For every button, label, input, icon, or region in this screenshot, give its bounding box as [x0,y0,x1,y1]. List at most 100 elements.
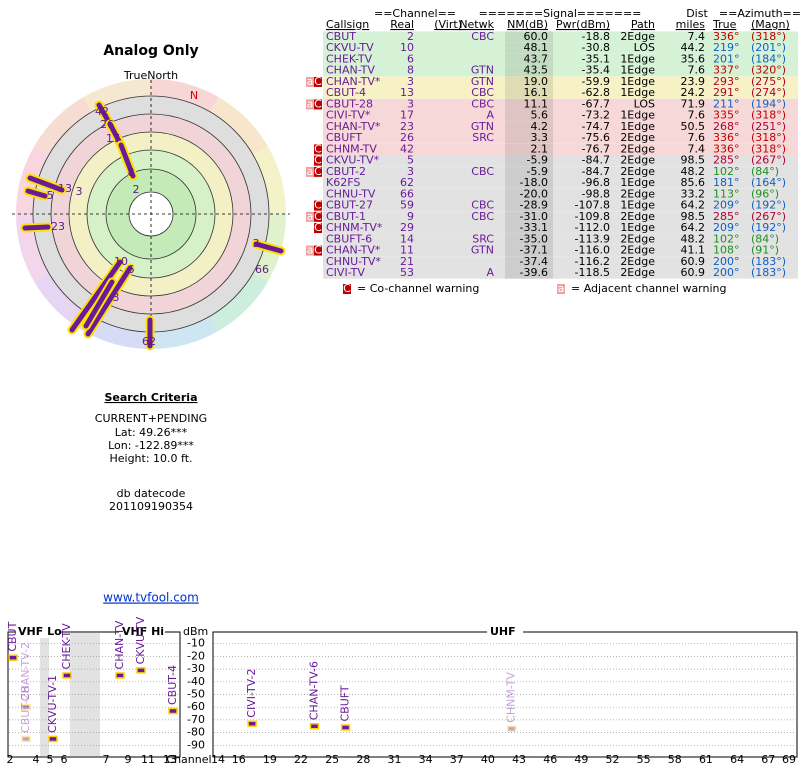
legend-box [557,284,565,294]
table-cell: 29 [400,221,414,234]
table-cell: -59.9 [582,75,610,88]
x-tick-label: 28 [356,753,370,766]
table-cell: -112.0 [575,221,610,234]
table-cell: -62.8 [582,86,610,99]
group-header: Dist [686,7,708,20]
table-cell: GTN [471,244,494,257]
table-cell: 293° [713,75,740,88]
nm-column-shade [505,177,553,189]
warning-box [314,155,322,166]
table-cell: 1Edge [620,52,655,65]
table-cell: 211° [713,97,740,110]
table-cell: -109.8 [575,210,610,223]
station-label: 3 [113,291,120,304]
station-name: CHAN-TV [113,620,126,669]
x-tick-label: 58 [668,753,682,766]
table-cell: -74.7 [582,120,610,133]
table-cell: 66 [400,187,414,200]
table-cell: CBC [471,86,494,99]
table-cell: 43.5 [524,64,549,77]
table-cell: (267°) [751,154,786,167]
spectrum-chart: -10-20-30-40-50-60-70-80-90 dBm VHF Lo VHF … [6,616,798,766]
x-tick-label: 25 [325,753,339,766]
y-tick-label: -70 [187,713,205,726]
table-cell: 50.5 [681,120,706,133]
table-cell: CHAN-TV* [326,75,381,88]
table-cell: (183°) [751,255,786,268]
table-cell: 48.2 [681,232,706,245]
row-background [323,222,798,234]
table-cell: CBUT [326,30,356,43]
table-cell: (267°) [751,210,786,223]
plot-title: Analog Only [103,43,198,59]
datecode: 201109190354 [109,500,193,513]
warning-flag: a [307,244,314,257]
search-line: Lat: 49.26*** [115,426,188,439]
warning-box [314,166,322,177]
table-cell: 2Edge [620,187,655,200]
x-tick-label: 49 [574,753,588,766]
y-tick-label: -90 [187,738,205,751]
site-link[interactable]: www.tvfool.com [103,591,199,605]
signal-marker [21,735,31,743]
search-line: Lon: -122.89*** [108,439,194,452]
warning-flag: a [307,75,314,88]
x-tick-label: 40 [481,753,495,766]
x-tick-label: 19 [263,753,277,766]
table-cell: 2Edge [620,266,655,279]
x-tick-label: 4 [33,753,40,766]
table-cell: (96°) [751,187,779,200]
x-tick-label: 43 [512,753,526,766]
station-name: CHNM-TV [505,671,518,722]
x-tick-label: 2 [7,753,14,766]
station-label: 17 [106,132,120,145]
table-cell: (318°) [751,109,786,122]
signal-marker [48,735,58,743]
table-cell: 5.6 [531,109,549,122]
x-tick-label: 37 [450,753,464,766]
table-cell: 336° [713,142,740,155]
table-cell: (192°) [751,221,786,234]
nm-column-shade [505,155,553,167]
row-background [323,31,798,43]
table-cell: CHEK-TV [326,52,373,65]
table-cell: 200° [713,255,740,268]
column-header: miles [676,18,706,31]
nm-column-shade [505,76,553,88]
table-cell: -33.1 [520,221,548,234]
table-cell: CHAN-TV* [326,120,381,133]
row-background [323,87,798,99]
table-cell: 59 [400,199,414,212]
table-cell: SRC [472,131,494,144]
table-cell: 1Edge [620,64,655,77]
nm-column-shade [505,222,553,234]
x-tick-label: 11 [141,753,155,766]
table-cell: 200° [713,266,740,279]
table-cell: -75.6 [582,131,610,144]
station-name: CBUT-28 [19,686,32,733]
table-cell: -18.0 [520,176,548,189]
table-cell: 1Edge [620,75,655,88]
warning-box [306,99,314,110]
table-cell: 23 [400,120,414,133]
row-background [323,53,798,66]
table-cell: GTN [471,75,494,88]
x-tick-label: 7 [103,753,110,766]
station-bar [253,241,284,254]
table-cell: CHAN-TV* [326,244,381,257]
column-header: Real [390,18,414,31]
table-cell: 7.6 [688,109,706,122]
row-background [323,143,798,156]
nm-column-shade [505,211,553,223]
table-cell: -37.1 [520,244,548,257]
nm-column-shade [505,121,553,133]
search-heading: Search Criteria [104,391,197,404]
table-cell: CHNM-TV* [326,221,383,234]
x-tick-label: 13 [163,753,177,766]
column-header: NM(dB) [507,18,548,31]
table-cell: 2Edge [620,244,655,257]
warning-flag: C [314,221,322,234]
gap-band [40,633,49,756]
